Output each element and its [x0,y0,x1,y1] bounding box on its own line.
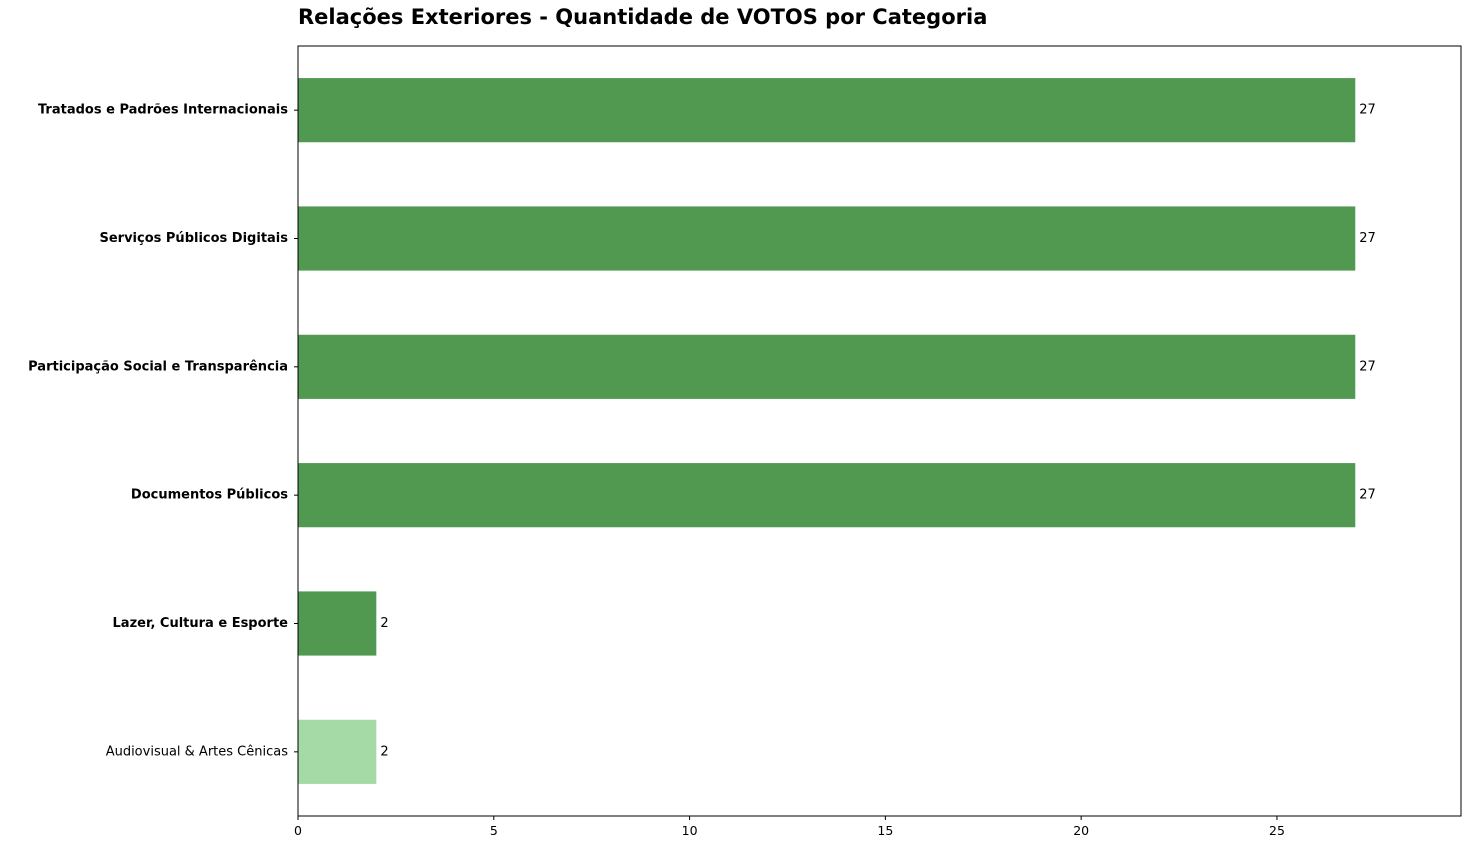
category-label: Lazer, Cultura e Esporte [113,616,289,631]
x-tick-label: 25 [1269,823,1285,838]
x-tick-label: 10 [682,823,698,838]
category-label: Tratados e Padrões Internacionais [38,103,288,118]
x-tick-label: 15 [877,823,893,838]
data-label: 2 [380,744,388,759]
x-tick-label: 20 [1073,823,1089,838]
bar [298,78,1356,143]
data-label: 27 [1359,488,1376,503]
bar [298,463,1356,528]
bar [298,206,1356,271]
data-label: 27 [1359,231,1376,246]
x-tick-label: 0 [294,823,302,838]
data-label: 27 [1359,103,1376,118]
data-label: 27 [1359,359,1376,374]
bar [298,719,377,784]
bar [298,334,1356,399]
category-label: Documentos Públicos [131,488,288,503]
bar [298,591,377,656]
category-label: Serviços Públicos Digitais [99,231,288,246]
plot-frame [297,45,1462,817]
x-tick-label: 5 [490,823,498,838]
data-label: 2 [380,616,388,631]
category-label: Audiovisual & Artes Cênicas [106,744,289,759]
category-label: Participação Social e Transparência [28,359,288,374]
chart-title: Relações Exteriores - Quantidade de VOTO… [298,5,988,29]
